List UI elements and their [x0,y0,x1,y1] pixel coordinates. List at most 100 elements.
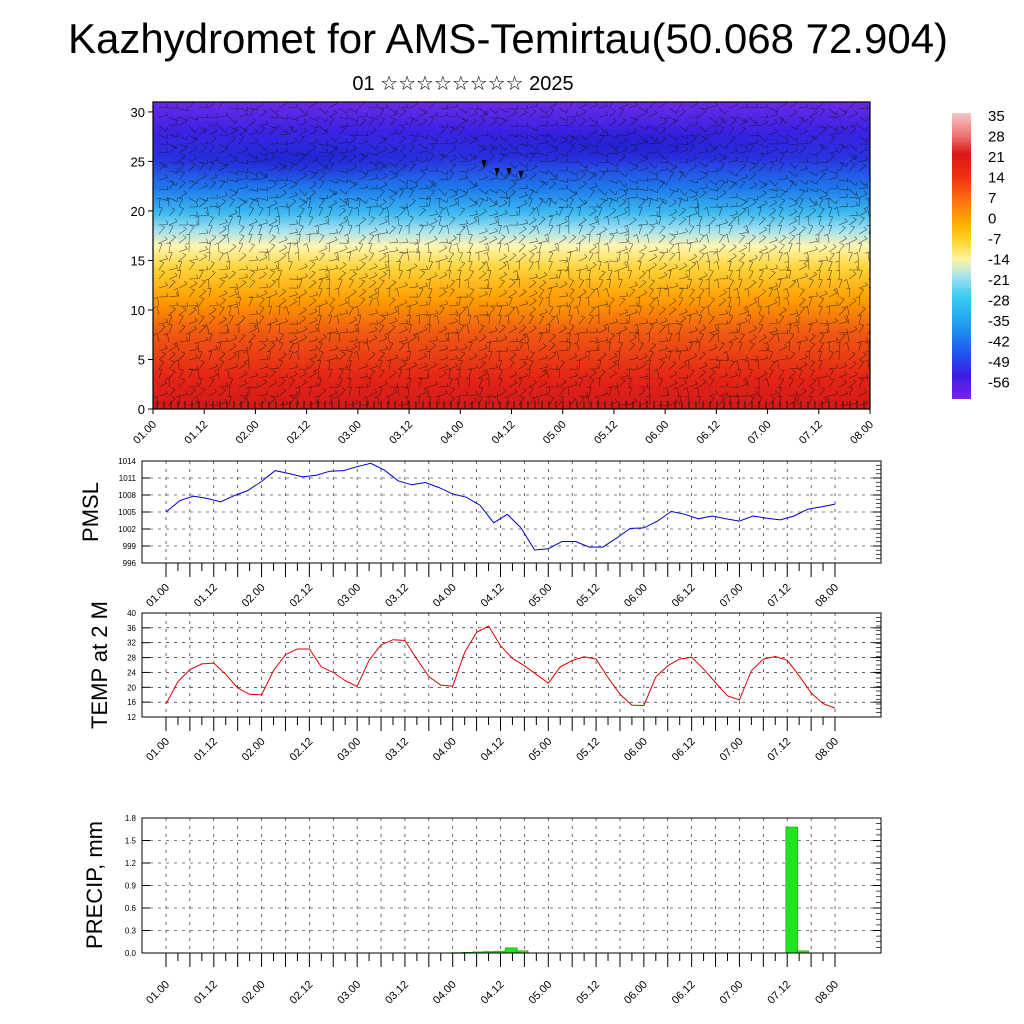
page-subtitle: 01 ☆☆☆☆☆☆☆☆ 2025 [352,73,574,95]
cs-x-tick-label: 04.12 [490,419,518,447]
precip-panel: 0.0 0.3 0.6 0.9 1.2 1.5 1.8 01.00 01.12 02.00 02.1… [82,814,882,1007]
y-tick-label: 0.0 [125,949,137,958]
y-tick-label: 0.3 [125,927,137,936]
colorbar-label: 7 [988,190,996,207]
cs-x-tick-label: 02.12 [285,419,313,447]
x-tick-label: 06.00 [622,582,650,610]
y-tick-label: 1005 [118,508,136,517]
wind-pennant [518,171,524,179]
y-tick-label: 1002 [118,525,136,534]
x-tick-label: 07.12 [765,582,793,610]
x-tick-label: 01.12 [192,979,220,1007]
cs-x-tick-label: 07.00 [746,419,774,447]
x-tick-label: 04.12 [479,582,507,610]
wind-barb-lines [153,102,870,406]
x-tick-label: 02.00 [240,979,268,1007]
cs-y-tick-label: 30 [131,105,145,120]
x-tick-label: 04.12 [479,736,507,764]
cs-x-tick-label: 05.12 [592,419,620,447]
precip-axes: 0.0 0.3 0.6 0.9 1.2 1.5 1.8 01.00 01.12 02.00 02.1… [125,814,881,1007]
cs-y-tick-label: 5 [138,352,145,367]
temp-axes: 12 16 20 24 28 32 36 40 01.00 01.12 02.00 02.12 03.0… [127,609,881,764]
x-tick-label: 04.12 [479,979,507,1007]
colorbar-label: 0 [988,211,996,228]
y-tick-label: 28 [127,654,136,663]
cs-x-tick-label: 01.12 [182,419,210,447]
x-tick-label: 04.00 [431,736,459,764]
y-tick-label: 24 [127,668,136,677]
colorbar-label: -14 [988,252,1010,269]
colorbar-label: -49 [988,354,1010,371]
colorbar-label: 35 [988,108,1005,125]
colorbar-label: 21 [988,149,1005,166]
cs-y-tick-label: 0 [138,402,145,417]
temp-grid [142,613,881,717]
pmsl-line [165,462,836,551]
pmsl-grid [142,461,881,563]
y-tick-label: 999 [123,542,137,551]
x-tick-label: 03.12 [383,736,411,764]
x-tick-label: 01.00 [144,582,172,610]
x-tick-label: 07.00 [718,979,746,1007]
cs-y-tick-label: 15 [131,253,145,268]
x-tick-label: 07.12 [765,736,793,764]
cs-x-tick-label: 01.00 [131,419,159,447]
cross-section-x-axis: 01.00 01.12 02.00 02.12 03.00 03.12 04.00 04.12… [131,409,876,447]
x-tick-label: 01.00 [144,979,172,1007]
cs-y-tick-label: 20 [131,204,145,219]
x-tick-label: 06.00 [622,736,650,764]
precip-bars [451,826,809,954]
x-tick-label: 03.12 [383,582,411,610]
y-tick-label: 1.8 [125,814,137,823]
temp-frame [141,612,882,718]
pmsl-y-label: PMSL [78,482,103,542]
colorbar-label: -56 [988,375,1010,392]
cs-x-tick-label: 03.12 [387,419,415,447]
cs-x-tick-label: 08.00 [848,419,876,447]
y-tick-label: 1011 [119,474,137,483]
cs-x-tick-label: 05.00 [541,419,569,447]
cool-tongue [500,270,620,330]
x-tick-label: 07.00 [718,582,746,610]
temp-y-label: TEMP at 2 M [87,601,112,729]
precip-bar [785,826,799,954]
x-tick-label: 06.12 [670,582,698,610]
y-tick-label: 1014 [118,457,136,466]
x-tick-label: 03.00 [335,979,363,1007]
x-tick-label: 03.12 [383,979,411,1007]
x-tick-label: 06.12 [670,736,698,764]
y-tick-label: 32 [127,639,136,648]
cs-x-tick-label: 04.00 [438,419,466,447]
cs-x-tick-label: 03.00 [336,419,364,447]
x-tick-label: 03.00 [335,736,363,764]
y-tick-label: 16 [127,698,136,707]
cs-x-tick-label: 06.12 [695,419,723,447]
pmsl-axes: 996 999 1002 1005 1008 1011 1014 01.00 01.12 02.0… [118,457,881,610]
x-tick-label: 05.00 [526,582,554,610]
y-tick-label: 0.6 [125,904,137,913]
page-title: Kazhydromet for AMS-Temirtau(50.068 72.9… [67,15,949,62]
temp-line [165,625,836,709]
cs-x-tick-label: 06.00 [643,419,671,447]
wind-barbs [153,102,870,409]
x-tick-label: 08.00 [813,736,841,764]
cross-section-field [153,102,870,409]
x-tick-label: 06.12 [670,979,698,1007]
x-tick-label: 02.12 [288,582,316,610]
warm-core-day1 [153,299,275,409]
colorbar: 35 28 21 14 7 0 -7 -14 -21 -28 -35 -42 -49 -56 [952,108,1010,399]
colorbar-label: -35 [988,313,1010,330]
cross-section-y-axis: 0 5 10 15 20 25 30 [131,105,153,417]
y-tick-label: 1.2 [125,859,137,868]
x-tick-label: 01.00 [144,736,172,764]
colorbar-label: -28 [988,293,1010,310]
x-tick-label: 03.00 [335,582,363,610]
y-tick-label: 0.9 [125,882,137,891]
x-tick-label: 05.12 [574,736,602,764]
y-tick-label: 1.5 [125,837,137,846]
x-tick-label: 08.00 [813,979,841,1007]
precip-grid [142,818,881,953]
colorbar-label: -21 [988,272,1010,289]
x-tick-label: 05.12 [574,582,602,610]
